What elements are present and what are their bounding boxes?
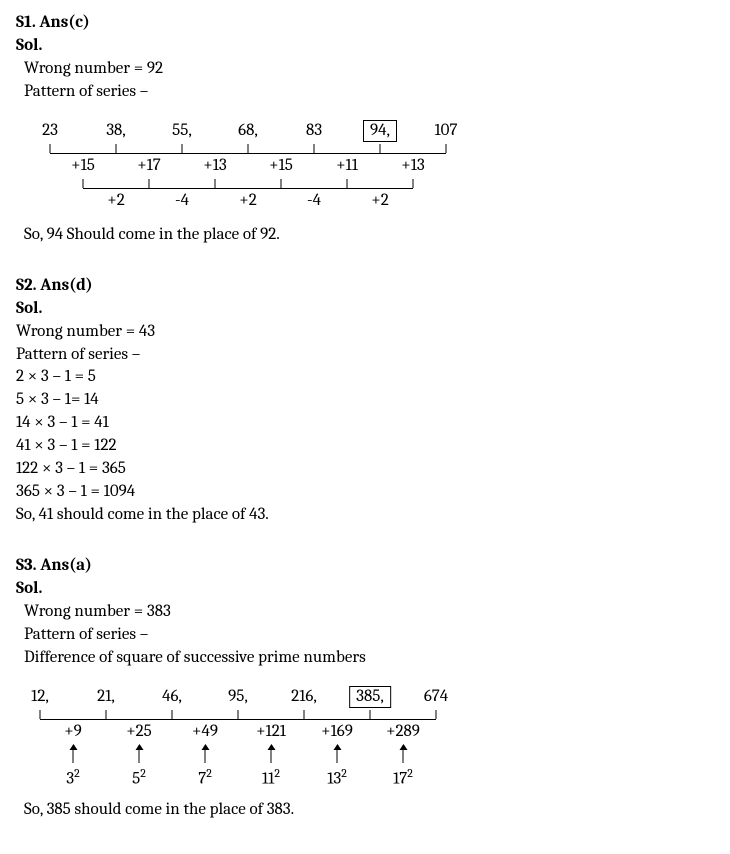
- s3-top-value: 21,: [97, 686, 115, 709]
- tick: [413, 179, 414, 188]
- bar: [83, 188, 413, 189]
- tick: [238, 710, 239, 719]
- s3-sol-label: Sol.: [16, 578, 714, 601]
- s3-top-value: 216,: [291, 686, 317, 709]
- tick: [149, 179, 150, 188]
- s2-step-3: 41 × 3 – 1 = 122: [16, 435, 714, 458]
- s1-diff1-value: +15: [71, 155, 95, 178]
- tick: [182, 144, 183, 153]
- s1-diff1-value: +17: [137, 155, 161, 178]
- up-arrow-icon: [139, 745, 140, 763]
- tick: [281, 179, 282, 188]
- tick: [116, 144, 117, 153]
- s1-top-value: 23: [42, 120, 58, 143]
- s1-top-value: 94,: [363, 120, 397, 143]
- tick: [314, 144, 315, 153]
- s2-step-2: 14 × 3 – 1 = 41: [16, 412, 714, 435]
- s1-diff1-value: +13: [401, 155, 424, 178]
- s2-conclusion: So, 41 should come in the place of 43.: [16, 504, 714, 527]
- s1-top-value: 38,: [106, 120, 126, 143]
- up-arrow-icon: [205, 745, 206, 763]
- tick: [304, 710, 305, 719]
- tick: [436, 710, 437, 719]
- s1-diff2-value: +2: [371, 190, 388, 213]
- s1-top-value: 55,: [172, 120, 192, 143]
- s1-diff2-value: +2: [239, 190, 256, 213]
- s3-conclusion: So, 385 should come in the place of 383.: [24, 799, 714, 822]
- tick: [215, 179, 216, 188]
- s1-chart: 23 38, 55, 68, 83 94, 107 +15 +17 +13 +15 +11 +13 +2 -…: [24, 120, 714, 214]
- s1-diff1-value: +11: [336, 155, 358, 178]
- tick: [380, 144, 381, 153]
- s1-top-value: 68,: [238, 120, 258, 143]
- s3-desc-line: Difference of square of successive prime…: [24, 647, 714, 670]
- s3-diff1-value: +25: [126, 721, 152, 744]
- s3-top-value: 385,: [349, 686, 391, 709]
- s3-top-value: 674: [424, 686, 448, 709]
- s1-diff2-value: -4: [307, 190, 321, 213]
- s1-diff2-value: -4: [175, 190, 189, 213]
- s3-diff1-value: +49: [192, 721, 218, 744]
- s3-diff1-value: +9: [64, 721, 82, 744]
- s2-sol-label: Sol.: [16, 298, 714, 321]
- s3-heading: S3. Ans(a): [16, 555, 714, 578]
- s2-step-0: 2 × 3 – 1 = 5: [16, 366, 714, 389]
- s1-heading: S1. Ans(c): [16, 12, 714, 35]
- s1-top-value: 83: [306, 120, 322, 143]
- s1-diff2-value: +2: [107, 190, 124, 213]
- s3-square-value: 112: [262, 765, 280, 792]
- tick: [83, 179, 84, 188]
- up-arrow-icon: [337, 745, 338, 763]
- tick: [106, 710, 107, 719]
- s2-step-1: 5 × 3 – 1= 14: [16, 389, 714, 412]
- s1-sol-label: Sol.: [16, 35, 714, 58]
- tick: [248, 144, 249, 153]
- s2-heading: S2. Ans(d): [16, 275, 714, 298]
- up-arrow-icon: [271, 745, 272, 763]
- s2-step-5: 365 × 3 – 1 = 1094: [16, 481, 714, 504]
- tick: [50, 144, 51, 153]
- tick: [172, 710, 173, 719]
- s1-conclusion: So, 94 Should come in the place of 92.: [24, 224, 714, 247]
- s2-wrong-line: Wrong number = 43: [16, 321, 714, 344]
- s3-pattern-line: Pattern of series –: [24, 624, 714, 647]
- solution-s1: S1. Ans(c) Sol. Wrong number = 92 Patter…: [16, 12, 714, 247]
- s1-diff1-value: +15: [269, 155, 293, 178]
- s3-wrong-line: Wrong number = 383: [24, 601, 714, 624]
- s3-chart: 12, 21, 46, 95, 216, 385, 674 +9 +25 +49 +121 +169 +…: [24, 686, 714, 789]
- s1-pattern-line: Pattern of series –: [24, 81, 714, 104]
- bar: [40, 719, 436, 720]
- solution-s3: S3. Ans(a) Sol. Wrong number = 383 Patte…: [16, 555, 714, 822]
- s1-wrong-line: Wrong number = 92: [24, 58, 714, 81]
- solution-s2: S2. Ans(d) Sol. Wrong number = 43 Patter…: [16, 275, 714, 527]
- s3-diff1-value: +169: [321, 721, 353, 744]
- bar: [50, 153, 446, 154]
- s3-top-value: 95,: [228, 686, 248, 709]
- s3-square-value: 132: [327, 765, 347, 792]
- s2-pattern-line: Pattern of series –: [16, 344, 714, 367]
- s1-top-value: 107: [435, 120, 458, 143]
- s1-diff1-value: +13: [203, 155, 226, 178]
- s3-square-value: 172: [393, 765, 413, 792]
- s3-square-value: 72: [198, 765, 212, 792]
- s3-square-value: 52: [132, 765, 146, 792]
- s3-square-value: 32: [66, 765, 79, 792]
- s3-top-value: 12,: [31, 686, 49, 709]
- up-arrow-icon: [403, 745, 404, 763]
- up-arrow-icon: [73, 745, 74, 763]
- s2-step-4: 122 × 3 – 1 = 365: [16, 458, 714, 481]
- tick: [370, 710, 371, 719]
- tick: [446, 144, 447, 153]
- tick: [40, 710, 41, 719]
- s3-diff1-value: +289: [386, 721, 420, 744]
- s3-top-value: 46,: [162, 686, 182, 709]
- tick: [347, 179, 348, 188]
- s3-diff1-value: +121: [256, 721, 286, 744]
